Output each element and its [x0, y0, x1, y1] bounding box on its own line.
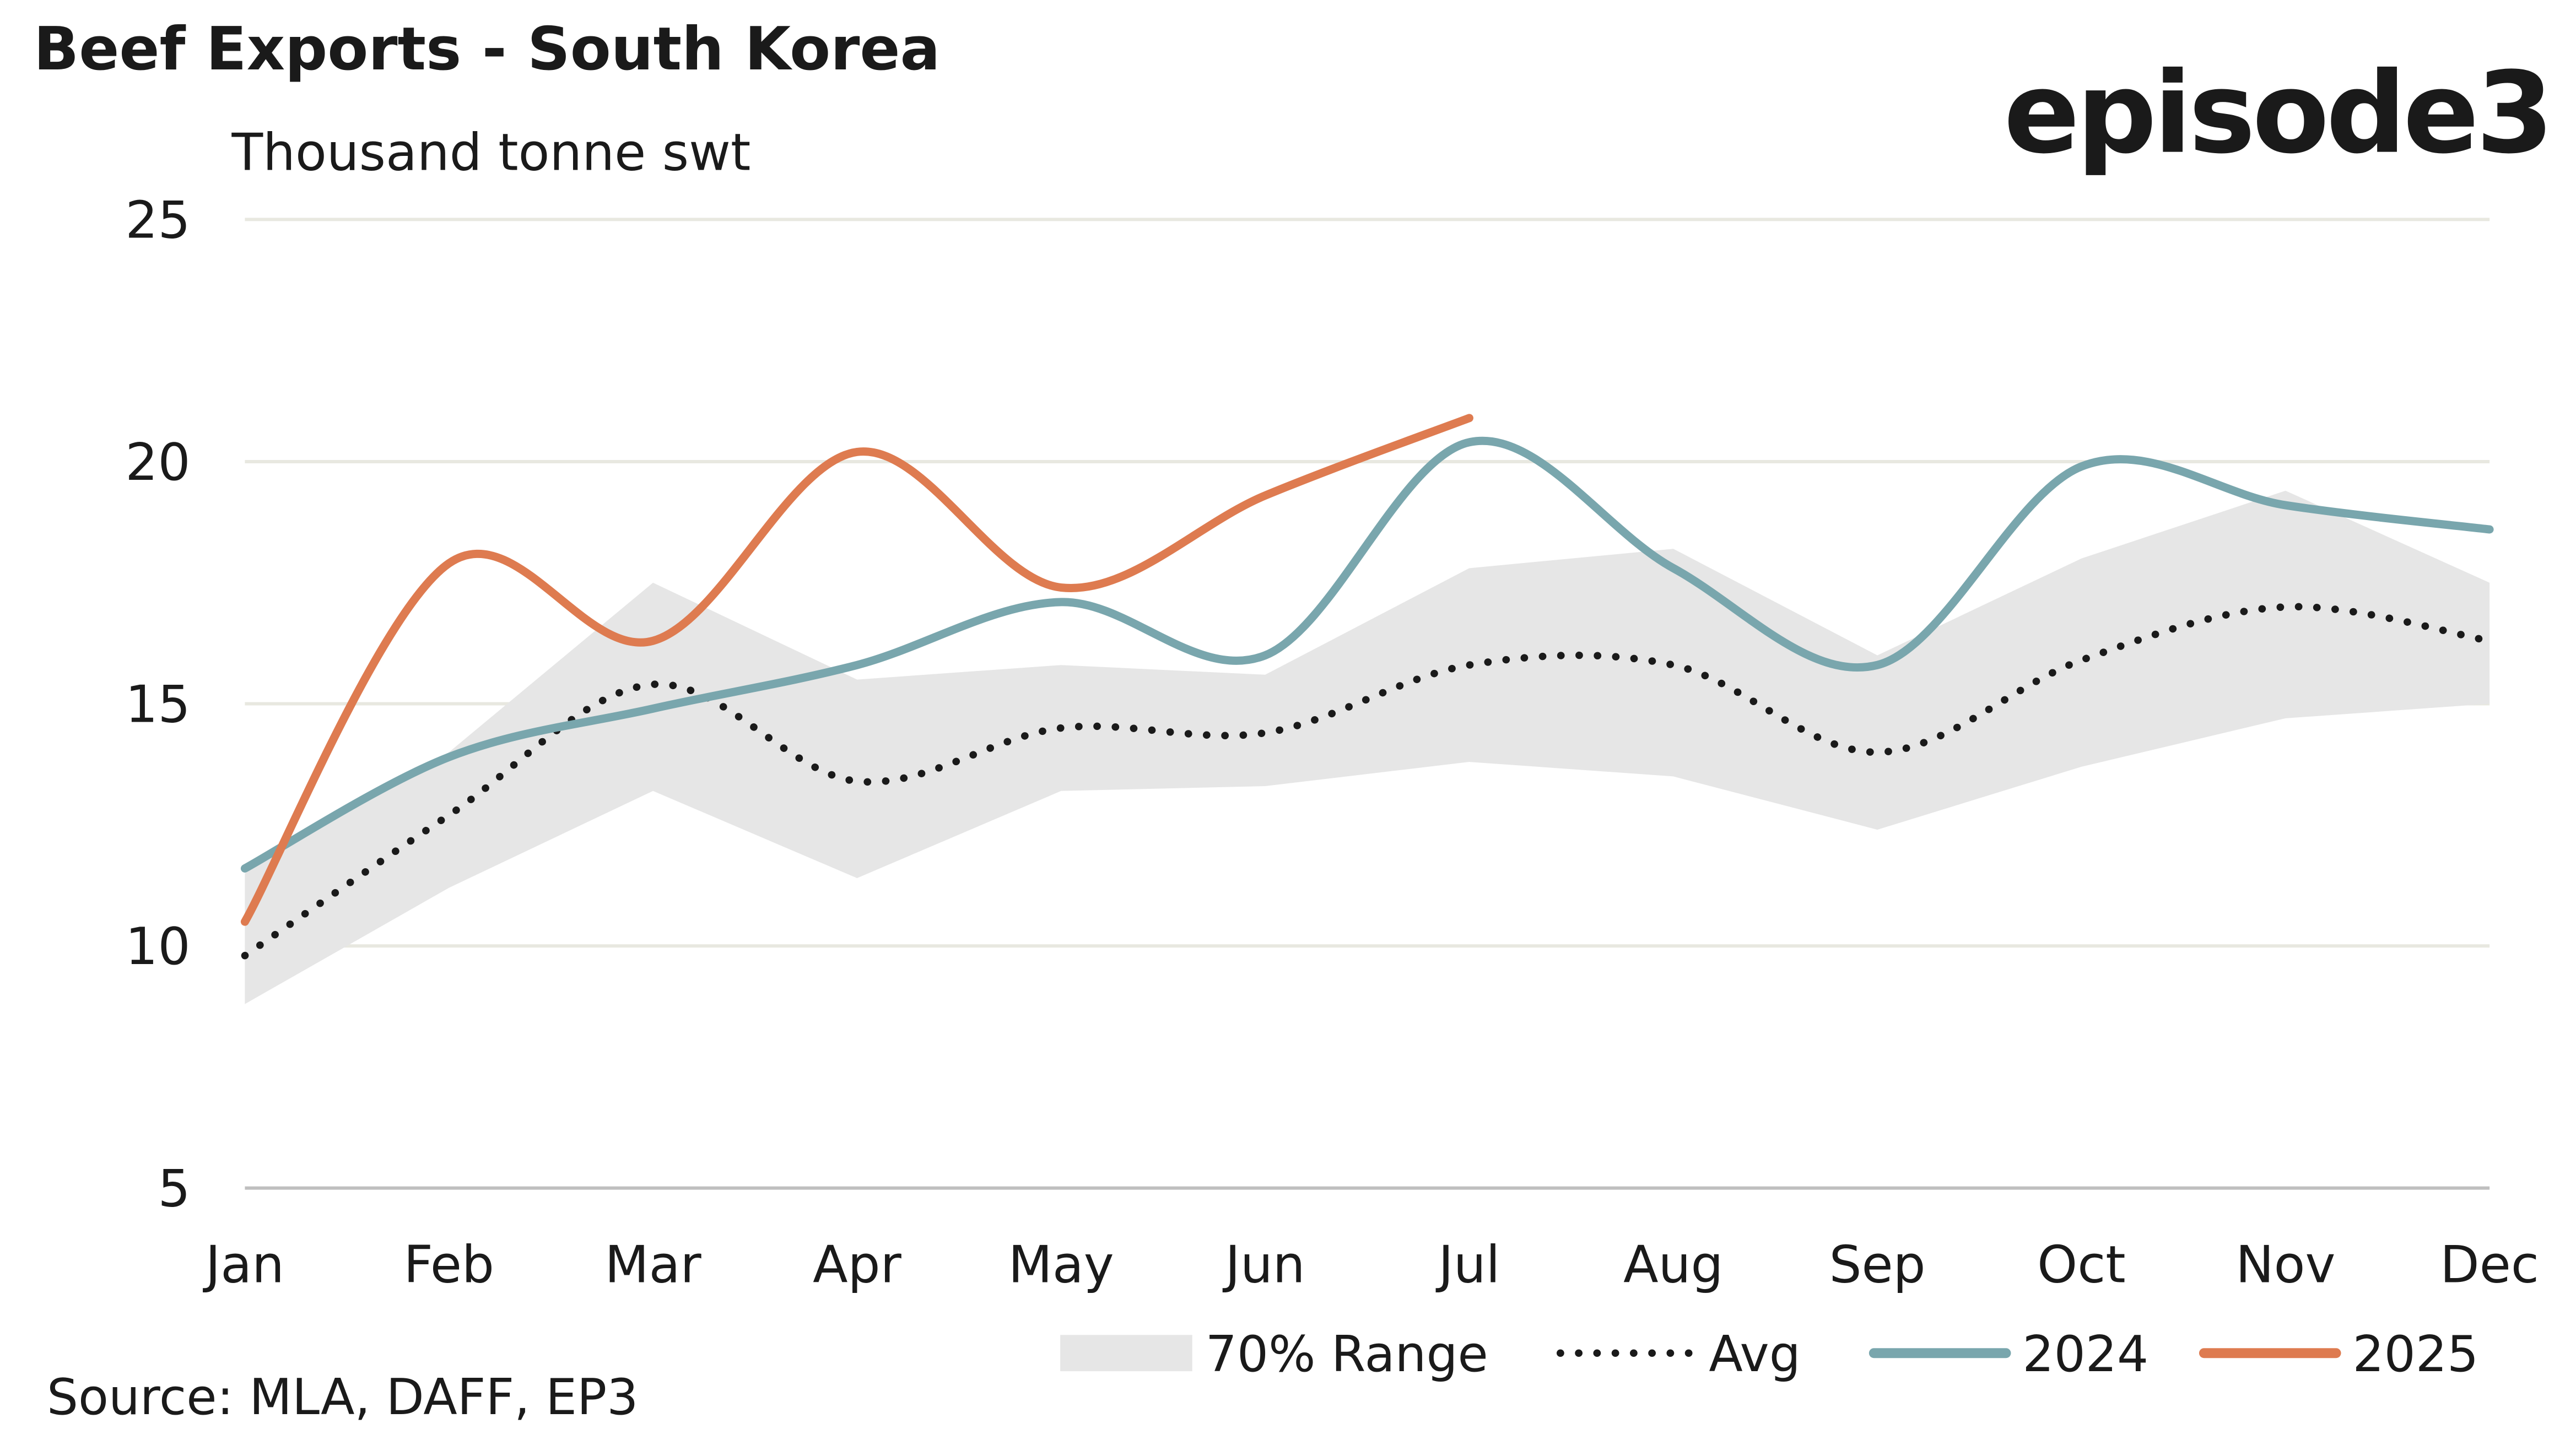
chart-title: Beef Exports - South Korea [34, 15, 940, 84]
x-tick-label: Dec [2440, 1235, 2539, 1294]
x-tick-label: May [1008, 1235, 1114, 1294]
y-tick-label: 5 [158, 1159, 190, 1219]
y-tick-label: 15 [125, 674, 190, 734]
range-area [245, 490, 2490, 1004]
legend-label: 2025 [2353, 1326, 2479, 1383]
x-tick-label: Sep [1829, 1235, 1926, 1294]
line-1 [240, 437, 2494, 873]
x-tick-label: Jan [203, 1235, 284, 1294]
subtitle: Thousand tonne swt [231, 123, 750, 182]
x-tick-label: Nov [2235, 1235, 2335, 1294]
x-tick-label: Jun [1223, 1235, 1305, 1294]
x-tick-label: Oct [2037, 1235, 2126, 1294]
legend-label: Avg [1709, 1326, 1800, 1383]
x-tick-label: Aug [1623, 1235, 1723, 1294]
x-tick-label: Jul [1435, 1235, 1500, 1294]
legend-label: 70% Range [1206, 1326, 1488, 1383]
x-tick-label: Apr [813, 1235, 901, 1294]
line-0 [241, 603, 2493, 960]
legend-label: 2024 [2022, 1326, 2148, 1383]
y-tick-label: 25 [125, 190, 190, 250]
legend-swatch [1060, 1335, 1192, 1372]
y-tick-label: 20 [125, 432, 190, 492]
line-2 [240, 414, 1473, 926]
x-tick-label: Mar [605, 1235, 702, 1294]
logo: episode3 [2003, 48, 2551, 179]
y-tick-label: 10 [125, 917, 190, 976]
x-tick-label: Feb [404, 1235, 494, 1294]
source: Source: MLA, DAFF, EP3 [47, 1369, 638, 1426]
